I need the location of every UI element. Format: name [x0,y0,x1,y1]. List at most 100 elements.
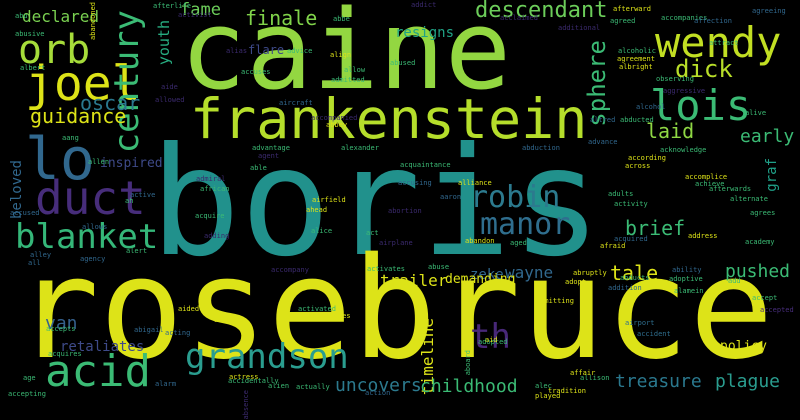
word-allowed: allowed [155,96,185,104]
word-accused: accused [10,209,40,217]
word-adults: adults [608,190,634,198]
word-abandoned: abandoned [89,2,97,40]
word-youth: youth [155,20,173,66]
word-blanket: blanket [15,217,159,257]
word-aggressive: aggressive [663,87,706,95]
word-lo: lo [25,125,95,193]
word-caine: caine [180,0,512,114]
word-uncovers: uncovers [335,375,422,396]
word-airplane: airplane [379,239,413,247]
word-affection: affection [694,17,732,25]
word-joel: joel [25,56,141,112]
word-alert: alert [126,247,148,255]
word-alternate: alternate [730,195,768,203]
word-sphere: sphere [583,40,611,127]
word-adopted: adopted [478,338,508,346]
word-afterward: afterward [613,5,651,13]
word-absence: absence [242,390,250,420]
word-abigail: abigail [134,326,164,334]
word-alias: alias [226,47,248,55]
word-across: across [625,162,651,170]
word-abandon: abandon [465,237,495,245]
word-admitting: admitting [536,297,574,305]
word-abruptly: abruptly [573,269,607,277]
word-brief: brief [625,216,686,240]
word-acting: acting [165,329,191,337]
word-accidentally: accidentally [228,377,279,385]
word-activated: activated [298,305,336,313]
word-alexander: alexander [341,144,379,152]
word-orb: orb [18,27,91,73]
word-th: th [470,317,511,357]
word-accept: accept [752,294,778,302]
word-robin: robin [470,180,561,215]
word-acquire: acquire [195,212,225,220]
word-ah: ah [125,197,134,205]
word-alcoholic: alcoholic [618,47,656,55]
word-activist: activist [178,11,212,19]
word-manor: manor [480,207,571,242]
word-align: align [330,51,352,59]
word-descendant: descendant [475,0,608,23]
word-afterlife: afterlife [153,2,191,10]
word-abusive: abusive [15,30,45,38]
word-aided: aided [178,305,200,313]
word-add: add [728,277,741,285]
word-declared: declared [22,7,100,26]
word-addition: addition [608,284,642,292]
word-alarm: alarm [155,380,177,388]
word-frankenstein: frankenstein [190,87,588,151]
word-altred: altred [590,116,616,124]
word-inspired: inspired [100,156,163,171]
word-accuses: accuses [241,68,271,76]
word-allow: allow [344,66,366,74]
word-act: act [366,229,379,237]
word-advance: advance [588,138,618,146]
word-century: century [107,10,147,154]
word-wendy: wendy [655,18,782,67]
word-dick: dick [675,55,733,83]
word-ahead: ahead [306,206,328,214]
word-retaliates: retaliates [60,339,145,355]
word-lois: lois [650,81,752,130]
word-agreement: agreement [617,55,655,63]
word-cloud: boris rosebruce caine frankenstein lo orb joel… [8,0,795,420]
word-plague: plague [715,371,781,392]
word-adoptive: adoptive [669,275,703,283]
word-alliance: alliance [458,179,492,187]
word-aboard: aboard [464,350,472,376]
word-pushed: pushed [725,261,791,282]
word-advantage: advantage [252,144,290,152]
word-agency: agency [80,255,106,263]
word-acclaimed: acclaimed [500,14,538,22]
word-aged: aged [510,239,527,247]
word-aaron: aaron [440,193,462,201]
word-agent: agent [258,152,280,160]
word-childhood: childhood [420,376,518,397]
word-airfield: airfield [312,196,346,204]
word-graf: graf [764,158,780,192]
word-aang: aang [62,134,79,142]
word-abducted: abducted [620,116,654,124]
word-agrees: agrees [750,209,776,217]
word-address: address [688,232,718,240]
word-accepting: accepting [8,390,46,398]
word-actress: actress [229,373,259,381]
word-adding: adding [204,232,230,240]
word-alive: alive [745,109,767,117]
word-demanding: demanding [445,272,516,287]
word-accompanied: accompanied [311,114,358,122]
word-rosebruce: rosebruce [15,228,774,391]
word-grandson: grandson [185,337,349,377]
word-all: all [28,259,41,267]
word-abortion: abortion [388,207,422,215]
word-aid: aid [485,336,498,344]
word-accompany: accompany [271,266,309,274]
word-afraid: afraid [600,242,626,250]
word-accepts: accepts [46,325,76,333]
word-alerted: alerted [214,316,244,324]
word-acknowledge: acknowledge [660,146,707,154]
word-accident: accident [637,330,671,338]
word-activity: activity [614,200,648,208]
word-aircraft: aircraft [279,99,313,107]
